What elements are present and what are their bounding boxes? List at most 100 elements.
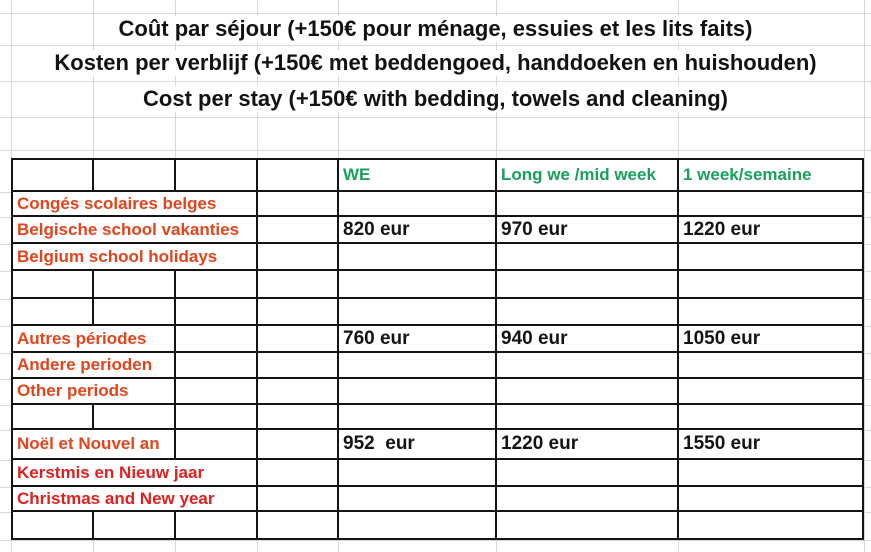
table-cell [258,353,339,377]
table-cell [258,487,339,510]
table-cell [497,460,679,485]
price-school-we: 820 eur [343,218,410,240]
row-label-kerstmis: Kerstmis en Nieuw jaar [17,462,205,482]
table-cell [258,379,339,403]
price-cell: 1050 eur [679,326,862,351]
label-cell: Andere perioden [13,353,176,377]
table-cell [679,353,862,377]
table-cell [176,430,258,458]
table-row: Kerstmis en Nieuw jaar [13,460,862,487]
label-cell: Other periods [13,379,176,403]
gridline-horizontal [0,117,871,118]
table-cell [176,353,258,377]
table-cell [497,192,679,215]
label-cell: Belgische school vakanties [13,217,258,242]
gridline-horizontal [0,150,871,151]
table-cell [13,299,94,324]
header-cell-we: WE [339,160,497,190]
table-cell [497,271,679,297]
price-cell: 760 eur [339,326,497,351]
table-row: Belgium school holidays [13,244,862,271]
table-cell [497,379,679,403]
table-cell [679,512,862,538]
column-header-week: 1 week/semaine [683,165,812,184]
table-cell [258,460,339,485]
title-dutch: Kosten per verblijf (+150€ met beddengoe… [42,50,829,76]
table-cell [339,271,497,297]
table-cell [497,299,679,324]
title-french: Coût par séjour (+150€ pour ménage, essu… [106,16,765,42]
table-cell [339,405,497,428]
table-cell [94,405,176,428]
gridline-horizontal [0,81,871,82]
table-cell [339,192,497,215]
table-cell [13,271,94,297]
header-cell-long-we: Long we /mid week [497,160,679,190]
gridline-vertical [864,0,865,552]
label-cell: Christmas and New year [13,487,258,510]
price-cell: 952 eur [339,430,497,458]
column-header-we: WE [343,165,371,184]
table-cell [258,326,339,351]
table-cell [258,512,339,538]
price-xmas-longwe: 1220 eur [501,433,579,454]
table-cell [339,244,497,269]
table-cell [339,487,497,510]
table-cell [679,299,862,324]
table-cell [176,326,258,351]
title-row-english: Cost per stay (+150€ with bedding, towel… [0,81,871,117]
table-cell [497,487,679,510]
table-row: Andere perioden [13,353,862,379]
price-cell: 970 eur [497,217,679,242]
label-cell: Kerstmis en Nieuw jaar [13,460,258,485]
row-label-andere-perioden: Andere perioden [17,355,153,374]
table-row: Christmas and New year [13,487,862,512]
header-cell-week: 1 week/semaine [679,160,862,190]
gridline-horizontal [0,45,871,46]
table-cell [339,299,497,324]
table-cell [258,299,339,324]
table-cell [258,160,339,190]
title-row-french: Coût par séjour (+150€ pour ménage, essu… [0,13,871,45]
row-label-belgische-vakanties: Belgische school vakanties [17,219,240,239]
row-label-christmas: Christmas and New year [17,488,215,508]
title-english: Cost per stay (+150€ with bedding, towel… [131,86,740,112]
table-cell [339,379,497,403]
pricing-table: WE Long we /mid week 1 week/semaine Cong… [11,158,864,540]
table-cell [258,244,339,269]
row-label-noel: Noël et Nouvel an [17,434,160,453]
label-cell: Congés scolaires belges [13,192,258,215]
table-cell [13,160,94,190]
table-header-row: WE Long we /mid week 1 week/semaine [13,160,862,192]
table-cell [258,192,339,215]
price-other-week: 1050 eur [683,327,761,349]
table-cell [679,244,862,269]
table-row-empty [13,405,862,430]
price-cell: 1220 eur [679,217,862,242]
label-cell: Autres périodes [13,326,176,351]
price-xmas-we: 952 eur [343,433,415,454]
row-label-belgium-holidays: Belgium school holidays [17,246,218,266]
table-row-empty [13,512,862,538]
table-cell [679,379,862,403]
gridline-horizontal [0,13,871,14]
table-cell [339,512,497,538]
table-row: Congés scolaires belges [13,192,862,217]
price-cell: 940 eur [497,326,679,351]
gridline-horizontal [0,540,871,541]
table-cell [13,405,94,428]
table-cell [497,244,679,269]
table-row-empty [13,299,862,326]
table-cell [176,160,258,190]
row-label-other-periods: Other periods [17,381,129,400]
table-cell [679,460,862,485]
table-cell [679,487,862,510]
label-cell: Belgium school holidays [13,244,258,269]
table-cell [497,512,679,538]
price-xmas-week: 1550 eur [683,433,761,454]
price-cell: 1550 eur [679,430,862,458]
table-row-empty [13,271,862,299]
table-cell [176,405,258,428]
price-other-we: 760 eur [343,327,410,349]
